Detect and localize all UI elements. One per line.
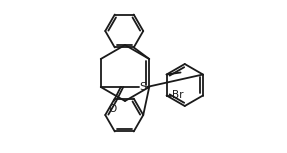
Text: O: O bbox=[108, 104, 117, 114]
Text: S: S bbox=[139, 82, 146, 92]
Text: Br: Br bbox=[172, 91, 183, 101]
